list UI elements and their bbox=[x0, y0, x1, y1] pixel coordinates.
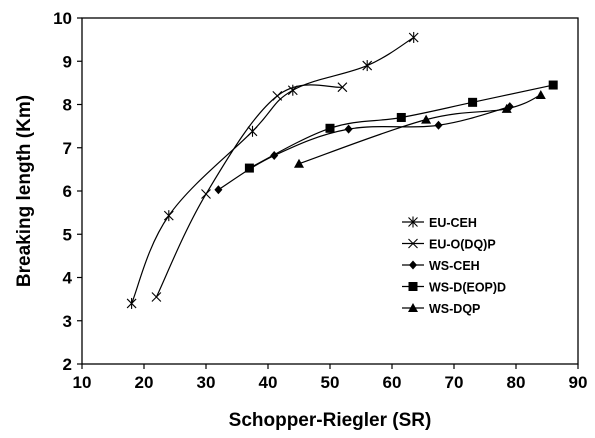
data-point bbox=[501, 103, 512, 113]
data-point bbox=[434, 120, 443, 130]
series-line bbox=[298, 94, 542, 165]
legend-item: EU-CEH bbox=[402, 216, 477, 230]
data-point bbox=[468, 97, 478, 107]
legend: EU-CEH EU-O(DQ)P WS-CEH WS-D(EOP)D WS-DQP bbox=[402, 216, 506, 316]
legend-item: WS-D(EOP)D bbox=[402, 281, 506, 295]
legend-item: EU-O(DQ)P bbox=[402, 238, 496, 252]
series-line bbox=[131, 36, 415, 304]
y-tick-label: 3 bbox=[63, 312, 72, 331]
y-tick-label: 9 bbox=[63, 52, 72, 71]
series-ws-dqp bbox=[294, 89, 546, 168]
y-tick-label: 10 bbox=[53, 9, 72, 28]
series-eu-o-dq-p bbox=[151, 82, 348, 302]
series-layer bbox=[126, 31, 558, 309]
x-tick-label: 50 bbox=[321, 373, 340, 392]
legend-label: WS-CEH bbox=[429, 259, 480, 273]
y-axis-ticks: 2 3 4 5 6 7 8 9 10 bbox=[53, 9, 82, 374]
plot-frame bbox=[81, 17, 579, 365]
x-axis-title: Schopper-Riegler (SR) bbox=[229, 410, 432, 431]
data-point bbox=[535, 89, 546, 99]
data-point bbox=[201, 189, 211, 199]
y-tick-label: 4 bbox=[63, 269, 73, 288]
data-point bbox=[247, 125, 258, 137]
x-tick-label: 20 bbox=[135, 373, 154, 392]
legend-marker bbox=[408, 303, 418, 312]
data-point bbox=[421, 114, 432, 124]
series-eu-ceh bbox=[126, 31, 419, 309]
y-tick-label: 6 bbox=[63, 182, 72, 201]
y-axis-title: Breaking length (Km) bbox=[14, 95, 35, 287]
data-point bbox=[214, 185, 223, 195]
x-tick-label: 60 bbox=[383, 373, 402, 392]
x-tick-label: 30 bbox=[197, 373, 216, 392]
data-point bbox=[337, 82, 348, 93]
data-point bbox=[272, 90, 283, 101]
legend-marker bbox=[409, 260, 417, 270]
data-point bbox=[362, 60, 373, 72]
legend-label: WS-DQP bbox=[429, 302, 480, 316]
x-tick-label: 70 bbox=[445, 373, 464, 392]
data-point bbox=[151, 292, 162, 302]
data-point bbox=[163, 210, 174, 222]
data-point bbox=[548, 80, 558, 90]
y-tick-label: 7 bbox=[63, 139, 72, 158]
legend-label: EU-CEH bbox=[429, 216, 477, 230]
y-tick-label: 5 bbox=[63, 225, 72, 244]
series-ws-d-eop-d bbox=[244, 80, 558, 173]
legend-item: WS-DQP bbox=[402, 302, 480, 316]
series-line bbox=[155, 84, 343, 298]
x-tick-label: 80 bbox=[507, 373, 526, 392]
data-point bbox=[325, 123, 335, 133]
legend-item: WS-CEH bbox=[402, 259, 480, 273]
data-point bbox=[244, 163, 254, 173]
legend-label: EU-O(DQ)P bbox=[429, 238, 496, 252]
legend-marker bbox=[408, 282, 418, 291]
x-tick-label: 90 bbox=[569, 373, 588, 392]
series-line bbox=[218, 106, 510, 191]
legend-marker bbox=[408, 216, 418, 228]
x-axis-ticks: 10 20 30 40 50 60 70 80 90 bbox=[73, 364, 588, 392]
data-point bbox=[344, 124, 353, 134]
series-ws-ceh bbox=[214, 102, 514, 195]
legend-label: WS-D(EOP)D bbox=[429, 281, 506, 295]
y-tick-label: 8 bbox=[63, 96, 72, 115]
x-tick-label: 40 bbox=[259, 373, 278, 392]
data-point bbox=[294, 158, 304, 168]
plot-area bbox=[81, 17, 579, 365]
x-tick-label: 10 bbox=[73, 373, 92, 392]
data-point bbox=[408, 31, 419, 43]
data-point bbox=[396, 112, 406, 122]
legend-marker bbox=[408, 238, 418, 249]
y-tick-label: 2 bbox=[63, 355, 72, 374]
data-point bbox=[126, 297, 137, 309]
